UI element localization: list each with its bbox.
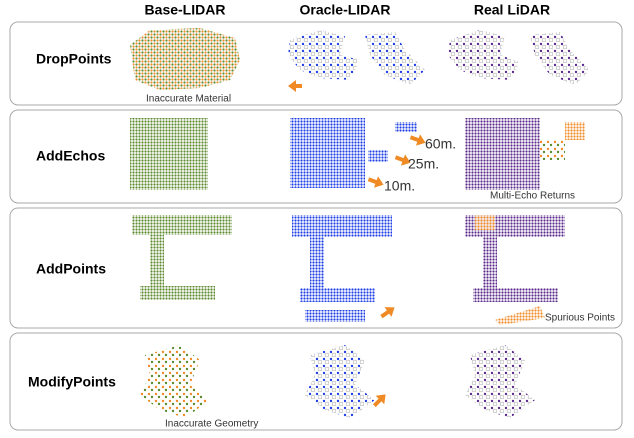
column-header: Oracle-LIDAR bbox=[299, 2, 390, 18]
row-label: DropPoints bbox=[36, 51, 112, 67]
column-header: Base-LIDAR bbox=[145, 2, 226, 18]
column-header: Real LiDAR bbox=[474, 2, 550, 18]
row-label: AddEchos bbox=[36, 148, 105, 164]
row-label: AddPoints bbox=[36, 261, 106, 277]
row-label: ModifyPoints bbox=[28, 374, 116, 390]
annotation: 60m. bbox=[425, 136, 456, 152]
annotation: 25m. bbox=[408, 156, 439, 172]
row-boxes bbox=[9, 21, 623, 431]
annotation: Inaccurate Geometry bbox=[165, 419, 258, 430]
point-cloud bbox=[130, 28, 590, 92]
annotation: Inaccurate Material bbox=[146, 94, 231, 105]
point-cloud bbox=[130, 118, 585, 190]
annotation: 10m. bbox=[384, 178, 415, 194]
point-cloud bbox=[140, 345, 535, 418]
point-cloud bbox=[132, 215, 565, 325]
annotation: Spurious Points bbox=[545, 313, 615, 324]
annotation: Multi-Echo Returns bbox=[490, 191, 575, 202]
